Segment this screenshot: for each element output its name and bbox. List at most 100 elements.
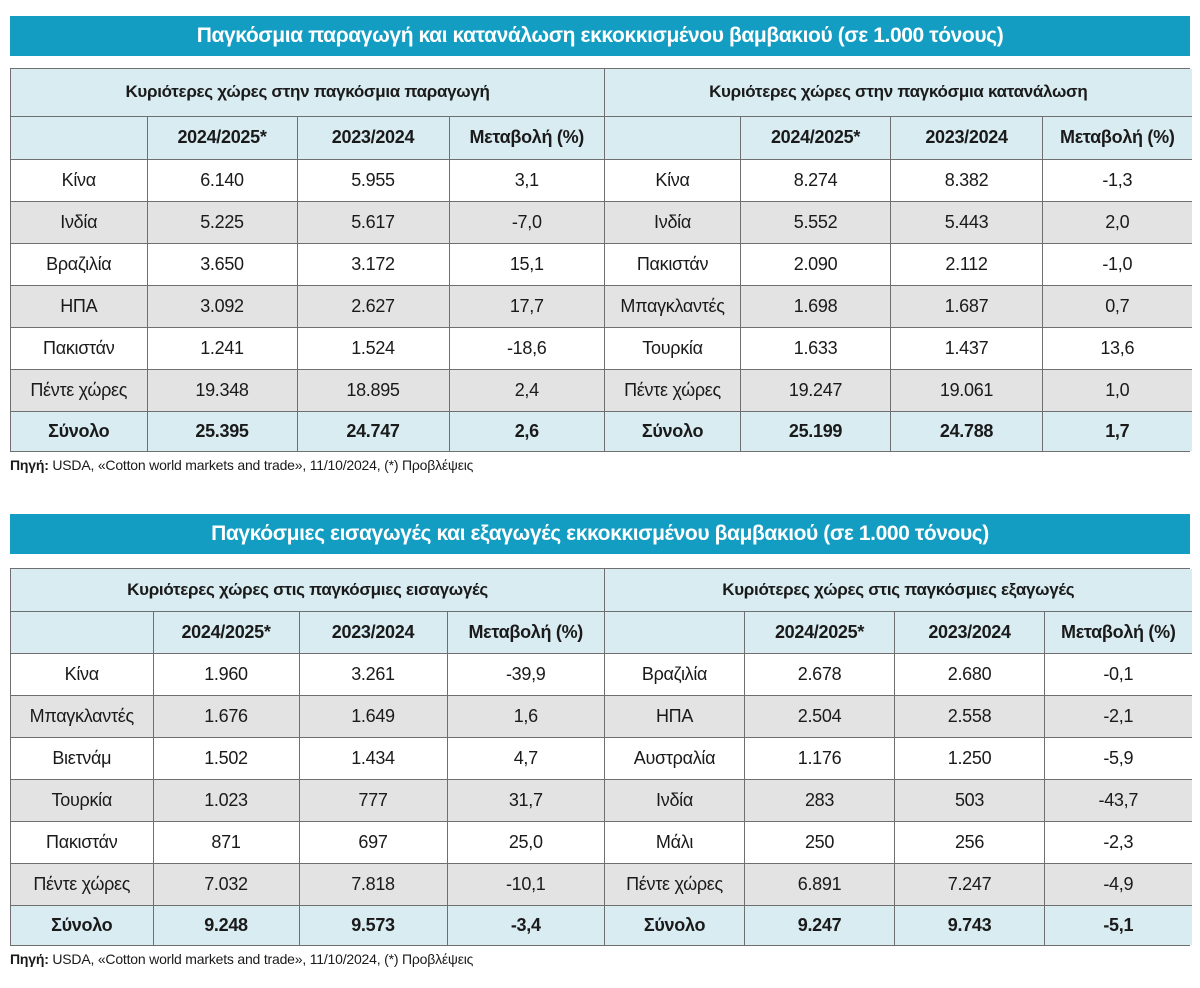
value-cell: -2,1 xyxy=(1044,694,1192,738)
table-row: Ινδία 5.225 5.617 -7,0 xyxy=(11,200,605,244)
section-title: Παγκόσμια παραγωγή και κατανάλωση εκκοκκ… xyxy=(10,16,1190,56)
value-cell: 1.649 xyxy=(298,694,448,738)
value-cell: 283 xyxy=(744,778,896,822)
value-cell: -10,1 xyxy=(446,862,605,906)
country-cell: Μπαγκλαντές xyxy=(604,284,742,328)
table-row: Τουρκία 1.023 777 31,7 xyxy=(11,778,605,822)
header-empty xyxy=(604,115,742,160)
country-cell: ΗΠΑ xyxy=(604,694,746,738)
column-header: 2023/2024 xyxy=(890,115,1044,160)
table-row: Βιετνάμ 1.502 1.434 4,7 xyxy=(11,736,605,780)
source-label: Πηγή: xyxy=(10,457,49,473)
value-cell: 1.437 xyxy=(890,326,1044,370)
consumption-table: Κυριότερες χώρες στην παγκόσμια κατανάλω… xyxy=(604,69,1192,451)
table-row: Μάλι 250 256 -2,3 xyxy=(604,820,1192,864)
value-cell: 3.092 xyxy=(146,284,298,328)
value-cell: 2.627 xyxy=(296,284,450,328)
value-cell: 9.248 xyxy=(152,904,300,945)
table-group-title: Κυριότερες χώρες στην παγκόσμια παραγωγή xyxy=(11,69,605,117)
country-cell: Πακιστάν xyxy=(604,242,742,286)
country-cell: Πακιστάν xyxy=(11,820,154,864)
value-cell: 6.891 xyxy=(744,862,896,906)
table-body: Κίνα 6.140 5.955 3,1 Ινδία 5.225 5.617 -7,0 Βραζ… xyxy=(11,159,605,451)
value-cell: 503 xyxy=(894,778,1046,822)
value-cell: 3.650 xyxy=(146,242,298,286)
value-cell: 6.140 xyxy=(146,159,298,202)
table-row: ΗΠΑ 2.504 2.558 -2,1 xyxy=(604,694,1192,738)
value-cell: 9.247 xyxy=(744,904,896,945)
value-cell: 1,6 xyxy=(446,694,605,738)
value-cell: 9.573 xyxy=(298,904,448,945)
country-cell: Βραζιλία xyxy=(11,242,148,286)
source-text: USDA, «Cotton world markets and trade», … xyxy=(48,457,474,473)
value-cell: -3,4 xyxy=(446,904,605,945)
total-row: Σύνολο 9.248 9.573 -3,4 xyxy=(11,904,605,945)
country-cell: Μπαγκλαντές xyxy=(11,694,154,738)
value-cell: 3.172 xyxy=(296,242,450,286)
value-cell: 1.676 xyxy=(152,694,300,738)
country-cell: Σύνολο xyxy=(604,904,746,945)
value-cell: 1.524 xyxy=(296,326,450,370)
table-row: Βραζιλία 3.650 3.172 15,1 xyxy=(11,242,605,286)
value-cell: 19.061 xyxy=(890,368,1044,412)
country-cell: Πέντε χώρες xyxy=(604,862,746,906)
country-cell: Πακιστάν xyxy=(11,326,148,370)
table-row: Τουρκία 1.633 1.437 13,6 xyxy=(604,326,1192,370)
table-row: Μπαγκλαντές 1.676 1.649 1,6 xyxy=(11,694,605,738)
column-header: 2024/2025* xyxy=(152,610,300,654)
value-cell: 2,0 xyxy=(1042,200,1192,244)
column-header: 2024/2025* xyxy=(744,610,896,654)
country-cell: Ινδία xyxy=(604,778,746,822)
value-cell: 18.895 xyxy=(296,368,450,412)
table-row: Μπαγκλαντές 1.698 1.687 0,7 xyxy=(604,284,1192,328)
value-cell: 2.678 xyxy=(744,653,896,696)
value-cell: -39,9 xyxy=(446,653,605,696)
table-row: Πέντε χώρες 6.891 7.247 -4,9 xyxy=(604,862,1192,906)
value-cell: -1,0 xyxy=(1042,242,1192,286)
table-row: Κίνα 6.140 5.955 3,1 xyxy=(11,159,605,202)
table-body: Κίνα 8.274 8.382 -1,3 Ινδία 5.552 5.443 2,0 Πακι… xyxy=(604,159,1192,451)
source-label: Πηγή: xyxy=(10,951,49,967)
table-row: ΗΠΑ 3.092 2.627 17,7 xyxy=(11,284,605,328)
country-cell: Αυστραλία xyxy=(604,736,746,780)
value-cell: 2.112 xyxy=(890,242,1044,286)
value-cell: 15,1 xyxy=(448,242,605,286)
country-cell: Πέντε χώρες xyxy=(11,368,148,412)
value-cell: 25.199 xyxy=(740,410,892,451)
value-cell: 250 xyxy=(744,820,896,864)
table-row: Πακιστάν 2.090 2.112 -1,0 xyxy=(604,242,1192,286)
production-consumption-section: Παγκόσμια παραγωγή και κατανάλωση εκκοκκ… xyxy=(10,16,1192,473)
table-row: Πέντε χώρες 19.348 18.895 2,4 xyxy=(11,368,605,412)
table-row: Αυστραλία 1.176 1.250 -5,9 xyxy=(604,736,1192,780)
value-cell: 1.023 xyxy=(152,778,300,822)
value-cell: 4,7 xyxy=(446,736,605,780)
value-cell: -5,1 xyxy=(1044,904,1192,945)
value-cell: 7.247 xyxy=(894,862,1046,906)
table-row: Κίνα 8.274 8.382 -1,3 xyxy=(604,159,1192,202)
value-cell: 8.382 xyxy=(890,159,1044,202)
column-header: Μεταβολή (%) xyxy=(448,115,605,160)
value-cell: 1.502 xyxy=(152,736,300,780)
country-cell: Ινδία xyxy=(11,200,148,244)
value-cell: -7,0 xyxy=(448,200,605,244)
column-header: 2023/2024 xyxy=(298,610,448,654)
value-cell: 2.090 xyxy=(740,242,892,286)
value-cell: 2.558 xyxy=(894,694,1046,738)
value-cell: 1,0 xyxy=(1042,368,1192,412)
value-cell: 19.348 xyxy=(146,368,298,412)
source-note: Πηγή: USDA, «Cotton world markets and tr… xyxy=(10,951,1190,967)
country-cell: Κίνα xyxy=(11,159,148,202)
column-header: 2023/2024 xyxy=(894,610,1046,654)
value-cell: 25,0 xyxy=(446,820,605,864)
header-empty xyxy=(11,610,154,654)
total-row: Σύνολο 25.199 24.788 1,7 xyxy=(604,410,1192,451)
table-row: Πακιστάν 1.241 1.524 -18,6 xyxy=(11,326,605,370)
table-group-title: Κυριότερες χώρες στις παγκόσμιες εξαγωγέ… xyxy=(604,569,1192,612)
value-cell: 1.687 xyxy=(890,284,1044,328)
value-cell: -4,9 xyxy=(1044,862,1192,906)
column-header: 2023/2024 xyxy=(296,115,450,160)
section-title: Παγκόσμιες εισαγωγές και εξαγωγές εκκοκκ… xyxy=(10,514,1190,554)
header-empty xyxy=(11,115,148,160)
tables-wrapper: Κυριότερες χώρες στις παγκόσμιες εισαγωγ… xyxy=(10,568,1192,946)
country-cell: Πέντε χώρες xyxy=(604,368,742,412)
